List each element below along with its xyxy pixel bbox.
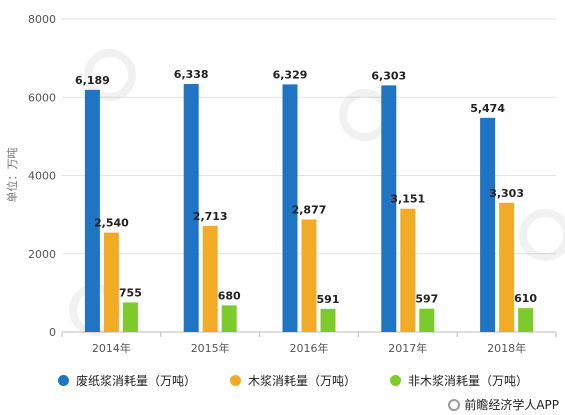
legend-label-waste-pulp: 废纸浆消耗量（万吨） (76, 374, 197, 388)
data-label-wood-pulp-4: 3,303 (489, 187, 524, 200)
bar-waste-pulp-2 (282, 84, 298, 333)
bar-wood-pulp-3 (400, 208, 416, 332)
source-credit: 前瞻经济学人APP (448, 396, 559, 413)
legend-swatch-wood-pulp (230, 375, 242, 386)
legend-item-wood-pulp: 木浆消耗量（万吨） (230, 372, 356, 389)
x-tick-label: 2017年 (388, 341, 427, 355)
data-label-non-wood-pulp-2: 591 (317, 293, 340, 306)
data-label-non-wood-pulp-4: 610 (514, 292, 537, 305)
data-label-wood-pulp-2: 2,877 (292, 203, 327, 216)
data-label-waste-pulp-0: 6,189 (75, 74, 110, 87)
legend-item-waste-pulp: 废纸浆消耗量（万吨） (58, 372, 196, 389)
y-tick-label: 2000 (28, 248, 56, 261)
gridlines (62, 18, 556, 333)
y-tick-label: 8000 (28, 13, 56, 26)
x-axis-ticks: 2014年 2015年 2016年 2017年 2018年 (61, 332, 557, 355)
x-tick-label: 2014年 (92, 341, 131, 355)
bar-non-wood-pulp-4 (518, 308, 534, 332)
legend-swatch-non-wood-pulp (390, 375, 402, 386)
bars: 6,189 2,540 755 6,338 2,713 680 6,329 2,877 591 6… (75, 68, 537, 333)
y-tick-label: 4000 (28, 170, 56, 183)
legend-label-non-wood-pulp: 非木浆消耗量（万吨） (408, 374, 529, 388)
bar-non-wood-pulp-0 (122, 302, 138, 332)
bar-waste-pulp-4 (480, 117, 496, 333)
data-label-wood-pulp-1: 2,713 (193, 210, 228, 223)
bar-non-wood-pulp-2 (320, 308, 336, 332)
data-label-waste-pulp-1: 6,338 (174, 68, 209, 81)
data-label-non-wood-pulp-3: 597 (415, 293, 438, 306)
qianzhan-logo-icon (448, 398, 461, 411)
y-axis-ticks: 0 2000 4000 6000 8000 (28, 13, 56, 339)
x-tick-label: 2018年 (487, 341, 526, 355)
legend-item-non-wood-pulp: 非木浆消耗量（万吨） (390, 372, 528, 389)
bar-non-wood-pulp-3 (419, 308, 435, 332)
bar-wood-pulp-4 (499, 202, 515, 332)
bar-wood-pulp-2 (301, 219, 317, 332)
bar-wood-pulp-1 (202, 225, 218, 332)
legend: 废纸浆消耗量（万吨） 木浆消耗量（万吨） 非木浆消耗量（万吨） (58, 372, 528, 389)
y-tick-label: 6000 (28, 91, 56, 104)
data-label-waste-pulp-4: 5,474 (470, 102, 505, 115)
bar-chart: 0 2000 4000 6000 8000 单位：万吨 6,189 2,540 755 6,3… (5, 13, 565, 355)
legend-label-wood-pulp: 木浆消耗量（万吨） (248, 374, 357, 388)
legend-swatch-waste-pulp (58, 375, 69, 386)
x-tick-label: 2015年 (191, 341, 230, 355)
data-label-waste-pulp-2: 6,329 (273, 68, 308, 81)
x-tick-label: 2016年 (290, 341, 329, 355)
bar-waste-pulp-3 (381, 85, 397, 332)
data-label-non-wood-pulp-1: 680 (218, 289, 241, 302)
data-label-non-wood-pulp-0: 755 (119, 286, 142, 299)
bar-waste-pulp-1 (183, 84, 199, 332)
bar-non-wood-pulp-1 (221, 305, 237, 332)
data-label-waste-pulp-3: 6,303 (371, 69, 406, 82)
data-label-wood-pulp-0: 2,540 (94, 217, 129, 230)
bar-waste-pulp-0 (84, 89, 100, 332)
bar-wood-pulp-0 (103, 232, 119, 332)
y-axis-label: 单位：万吨 (5, 148, 19, 203)
data-label-wood-pulp-3: 3,151 (390, 193, 425, 206)
source-text: 前瞻经济学人APP (464, 398, 559, 412)
y-tick-label: 0 (49, 326, 56, 339)
